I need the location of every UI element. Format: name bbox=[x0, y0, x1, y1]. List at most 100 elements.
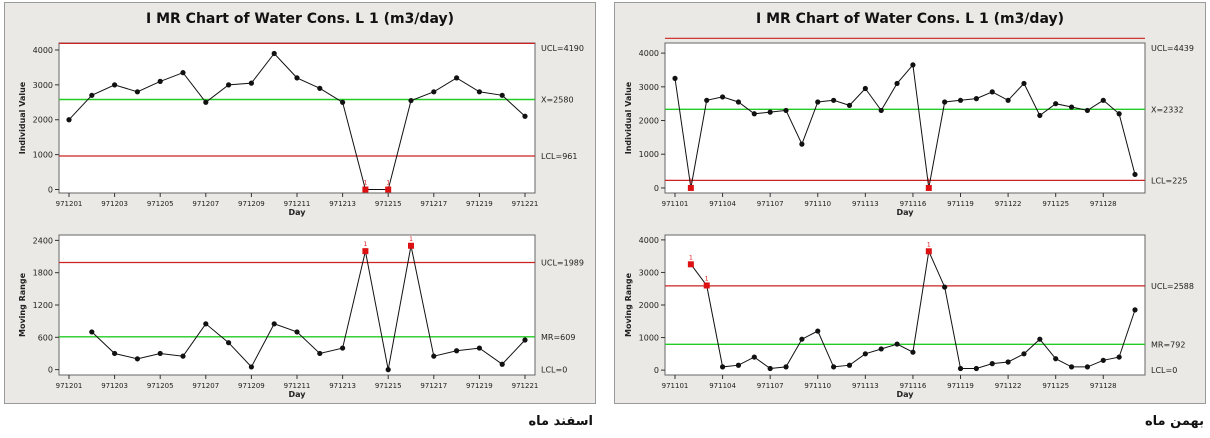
y-tick-label: 1800 bbox=[33, 269, 53, 278]
data-point bbox=[1116, 111, 1122, 117]
x-tick-label: 971107 bbox=[757, 382, 784, 390]
data-point bbox=[719, 94, 726, 100]
data-point bbox=[1068, 364, 1075, 370]
data-series-line bbox=[91, 245, 526, 370]
x-tick-label: 971119 bbox=[947, 200, 974, 208]
y-tick-label: 3000 bbox=[639, 268, 659, 277]
x-tick-label: 971110 bbox=[804, 200, 831, 208]
data-point bbox=[1116, 354, 1122, 360]
data-point bbox=[1037, 112, 1043, 119]
y-tick-label: 3000 bbox=[639, 83, 659, 92]
lcl-label: LCL=0 bbox=[541, 366, 567, 375]
chart-panel-esfand: I MR Chart of Water Cons. L 1 (m3/day) 0… bbox=[4, 2, 596, 404]
data-point bbox=[910, 349, 916, 355]
x-tick-label: 971110 bbox=[804, 382, 831, 390]
data-point bbox=[815, 328, 821, 334]
data-point bbox=[340, 99, 346, 105]
y-tick-label: 4000 bbox=[33, 46, 53, 55]
x-tick-label: 971119 bbox=[947, 382, 974, 390]
y-tick-label: 4000 bbox=[639, 49, 659, 58]
data-point bbox=[989, 89, 995, 95]
data-point bbox=[1005, 97, 1011, 103]
data-point bbox=[317, 350, 323, 357]
plot-area bbox=[664, 42, 1146, 194]
data-point bbox=[894, 341, 900, 347]
ucl-label: UCL=4439 bbox=[1151, 44, 1194, 53]
y-tick-label: 1000 bbox=[33, 151, 53, 160]
data-point bbox=[704, 97, 710, 103]
data-point bbox=[799, 141, 805, 147]
data-point bbox=[1021, 80, 1027, 87]
data-point bbox=[1100, 97, 1106, 103]
y-tick-label: 0 bbox=[654, 366, 659, 375]
data-point bbox=[226, 340, 232, 346]
data-point bbox=[942, 284, 948, 290]
data-point bbox=[910, 62, 916, 68]
out-of-control-point bbox=[687, 261, 694, 268]
data-point bbox=[431, 353, 437, 359]
x-tick-label: 971211 bbox=[284, 200, 311, 208]
chart-title: I MR Chart of Water Cons. L 1 (m3/day) bbox=[146, 11, 454, 27]
data-point bbox=[1037, 336, 1043, 342]
out-of-control-point bbox=[703, 282, 710, 289]
y-tick-label: 2000 bbox=[639, 301, 659, 310]
lcl-label: LCL=961 bbox=[541, 152, 577, 161]
imr-chart-svg: 0 1000 2000 3000 4000 971101 971104 971107 97111… bbox=[624, 37, 1194, 399]
caption-esfand: اسفند ماه bbox=[528, 414, 593, 429]
x-tick-label: 971219 bbox=[466, 200, 493, 208]
data-point bbox=[134, 356, 140, 362]
out-of-control-point bbox=[362, 186, 369, 193]
data-point bbox=[957, 365, 964, 372]
out-of-control-flag: 1 bbox=[409, 236, 413, 243]
plot-area bbox=[664, 234, 1146, 376]
data-point bbox=[783, 364, 789, 370]
x-tick-label: 971219 bbox=[466, 382, 493, 390]
data-point bbox=[735, 362, 742, 368]
data-point bbox=[1068, 104, 1075, 110]
out-of-control-point bbox=[925, 248, 932, 255]
data-point bbox=[783, 107, 789, 114]
x-tick-label: 971125 bbox=[1042, 200, 1069, 208]
plot-area bbox=[58, 42, 536, 194]
x-tick-label: 971207 bbox=[192, 382, 219, 390]
data-point bbox=[89, 329, 95, 335]
x-tick-label: 971213 bbox=[329, 382, 356, 390]
data-point bbox=[735, 99, 742, 105]
data-point bbox=[385, 367, 391, 373]
x-tick-label: 971122 bbox=[995, 382, 1022, 390]
x-tick-label: 971113 bbox=[852, 200, 879, 208]
x-tick-label: 971221 bbox=[512, 200, 539, 208]
out-of-control-point bbox=[687, 184, 694, 191]
data-point bbox=[66, 117, 72, 123]
data-point bbox=[878, 346, 884, 352]
data-point bbox=[112, 350, 118, 357]
data-series-line bbox=[674, 63, 1136, 188]
x-tick-label: 971125 bbox=[1042, 382, 1069, 390]
data-point bbox=[134, 89, 140, 95]
data-point bbox=[271, 50, 277, 57]
data-point bbox=[1132, 171, 1138, 178]
data-point bbox=[767, 109, 773, 115]
y-tick-label: 2000 bbox=[639, 117, 659, 126]
out-of-control-flag: 1 bbox=[363, 241, 367, 248]
data-point bbox=[878, 107, 884, 114]
x-tick-label: 971215 bbox=[375, 200, 402, 208]
x-tick-label: 971201 bbox=[56, 200, 83, 208]
y-tick-label: 4000 bbox=[639, 236, 659, 245]
center-label: X=2332 bbox=[1151, 105, 1184, 114]
out-of-control-point bbox=[408, 242, 414, 249]
data-point bbox=[248, 364, 254, 370]
center-label: MR=792 bbox=[1151, 340, 1185, 349]
data-point bbox=[751, 354, 757, 360]
ucl-label: UCL=2588 bbox=[1151, 282, 1194, 291]
out-of-control-flag: 1 bbox=[927, 241, 931, 248]
x-tick-label: 971213 bbox=[329, 200, 356, 208]
ucl-label: UCL=4190 bbox=[541, 44, 584, 53]
x-tick-label: 971221 bbox=[512, 382, 539, 390]
center-label: MR=609 bbox=[541, 333, 575, 342]
x-axis-label: Day bbox=[288, 208, 306, 217]
data-point bbox=[815, 99, 821, 105]
x-tick-label: 971201 bbox=[56, 382, 83, 390]
x-tick-label: 971205 bbox=[147, 200, 174, 208]
data-point bbox=[180, 353, 186, 359]
